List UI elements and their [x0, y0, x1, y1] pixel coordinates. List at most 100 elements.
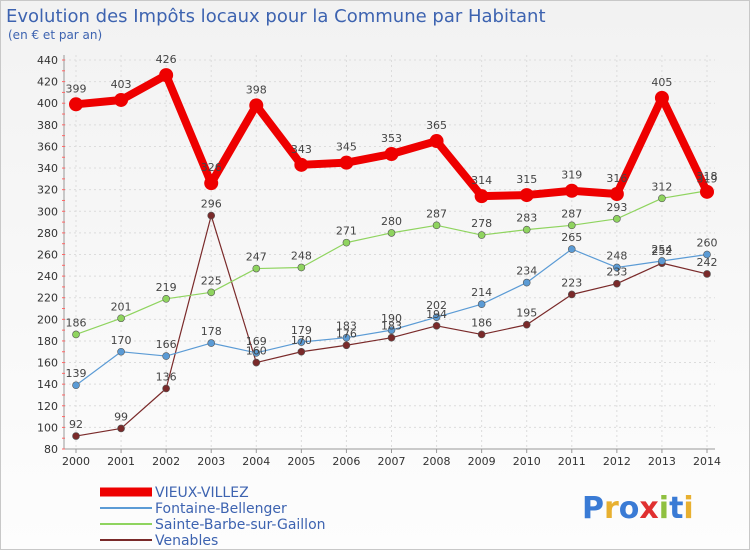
data-point [297, 338, 306, 346]
data-label: 278 [471, 217, 492, 230]
data-label: 399 [66, 82, 87, 95]
data-label: 186 [66, 316, 87, 329]
y-tick-label: 300 [37, 205, 58, 218]
data-label: 186 [471, 316, 492, 329]
data-label: 293 [606, 201, 627, 214]
data-point [384, 147, 399, 162]
data-point [387, 229, 396, 237]
data-label: 92 [69, 418, 83, 431]
data-label: 183 [336, 320, 357, 333]
x-tick-label: 2012 [603, 455, 631, 468]
data-point [477, 231, 486, 239]
data-label: 223 [561, 276, 582, 289]
data-point [564, 183, 579, 198]
chart-title: Evolution des Impôts locaux pour la Comm… [6, 6, 546, 27]
data-point [522, 278, 531, 287]
data-point [249, 98, 264, 113]
data-point [72, 330, 80, 339]
data-label: 319 [697, 173, 718, 186]
data-point [297, 263, 306, 272]
x-tick-label: 2002 [152, 455, 180, 468]
y-tick-label: 320 [37, 184, 58, 197]
y-tick-label: 140 [37, 378, 58, 391]
data-label: 170 [291, 334, 312, 347]
data-label: 178 [201, 325, 222, 338]
data-label: 248 [606, 249, 627, 262]
data-label: 247 [246, 251, 267, 264]
data-label: 345 [336, 141, 357, 154]
legend-label: VIEUX-VILLEZ [155, 485, 249, 501]
y-tick-label: 280 [37, 227, 58, 240]
data-label: 202 [426, 299, 447, 312]
data-label: 365 [426, 119, 447, 132]
data-point [204, 176, 219, 191]
y-tick-label: 380 [37, 119, 58, 132]
data-point [613, 215, 621, 223]
chart-subtitle: (en € et par an) [8, 28, 102, 42]
data-label: 319 [561, 169, 582, 182]
data-point [72, 432, 80, 440]
proxiti-logo: Proxiti [582, 491, 694, 526]
data-label: 254 [651, 243, 672, 256]
data-label: 280 [381, 215, 402, 228]
data-label: 136 [156, 370, 177, 383]
data-point [117, 314, 125, 323]
data-point [339, 155, 354, 170]
y-tick-label: 220 [37, 292, 58, 305]
data-label: 315 [516, 173, 537, 186]
data-point [162, 384, 170, 393]
data-label: 287 [426, 207, 447, 220]
data-point [159, 68, 174, 83]
data-point [117, 347, 125, 356]
data-point [117, 424, 125, 433]
y-tick-label: 100 [37, 421, 58, 434]
legend-label: Fontaine-Bellenger [155, 501, 287, 517]
y-tick-label: 80 [44, 443, 58, 456]
data-point [522, 225, 531, 234]
x-tick-label: 2001 [107, 455, 135, 468]
x-tick-label: 2009 [468, 455, 496, 468]
data-label: 139 [66, 367, 87, 380]
x-tick-label: 2005 [287, 455, 315, 468]
data-point [477, 330, 486, 339]
data-point [162, 295, 170, 303]
data-label: 283 [516, 212, 537, 225]
data-point [387, 333, 396, 342]
data-label: 179 [291, 324, 312, 337]
data-label: 195 [516, 307, 537, 320]
x-tick-label: 2014 [693, 455, 721, 468]
data-point [207, 211, 216, 220]
y-tick-label: 440 [37, 54, 58, 67]
legend-label: Sainte-Barbe-sur-Gaillon [155, 517, 326, 533]
data-point [654, 90, 669, 105]
data-point [432, 313, 441, 321]
data-point [658, 194, 666, 203]
y-tick-label: 200 [37, 313, 58, 326]
data-label: 265 [561, 231, 582, 244]
data-point [519, 188, 534, 203]
axes: 80 100 120 140 160 180 200 220 240 260 280 300 320 34… [37, 54, 721, 468]
data-label: 242 [697, 256, 718, 269]
x-tick-label: 2003 [197, 455, 225, 468]
data-label: 166 [156, 338, 177, 351]
x-tick-label: 2006 [332, 455, 360, 468]
data-point [69, 97, 83, 112]
data-label: 403 [111, 78, 132, 91]
data-point [477, 300, 486, 309]
data-point [703, 250, 711, 259]
data-label: 248 [291, 249, 312, 262]
data-point [207, 339, 216, 347]
data-point [609, 186, 624, 201]
data-label: 170 [111, 334, 132, 347]
data-label: 183 [381, 320, 402, 333]
x-tick-label: 2004 [242, 455, 270, 468]
data-label: 326 [201, 161, 222, 174]
data-label: 318 [697, 170, 718, 183]
data-label: 99 [114, 410, 128, 423]
data-point [703, 270, 711, 278]
data-point [613, 279, 621, 288]
data-point [72, 381, 80, 390]
data-label: 190 [381, 312, 402, 325]
data-point [429, 134, 444, 149]
